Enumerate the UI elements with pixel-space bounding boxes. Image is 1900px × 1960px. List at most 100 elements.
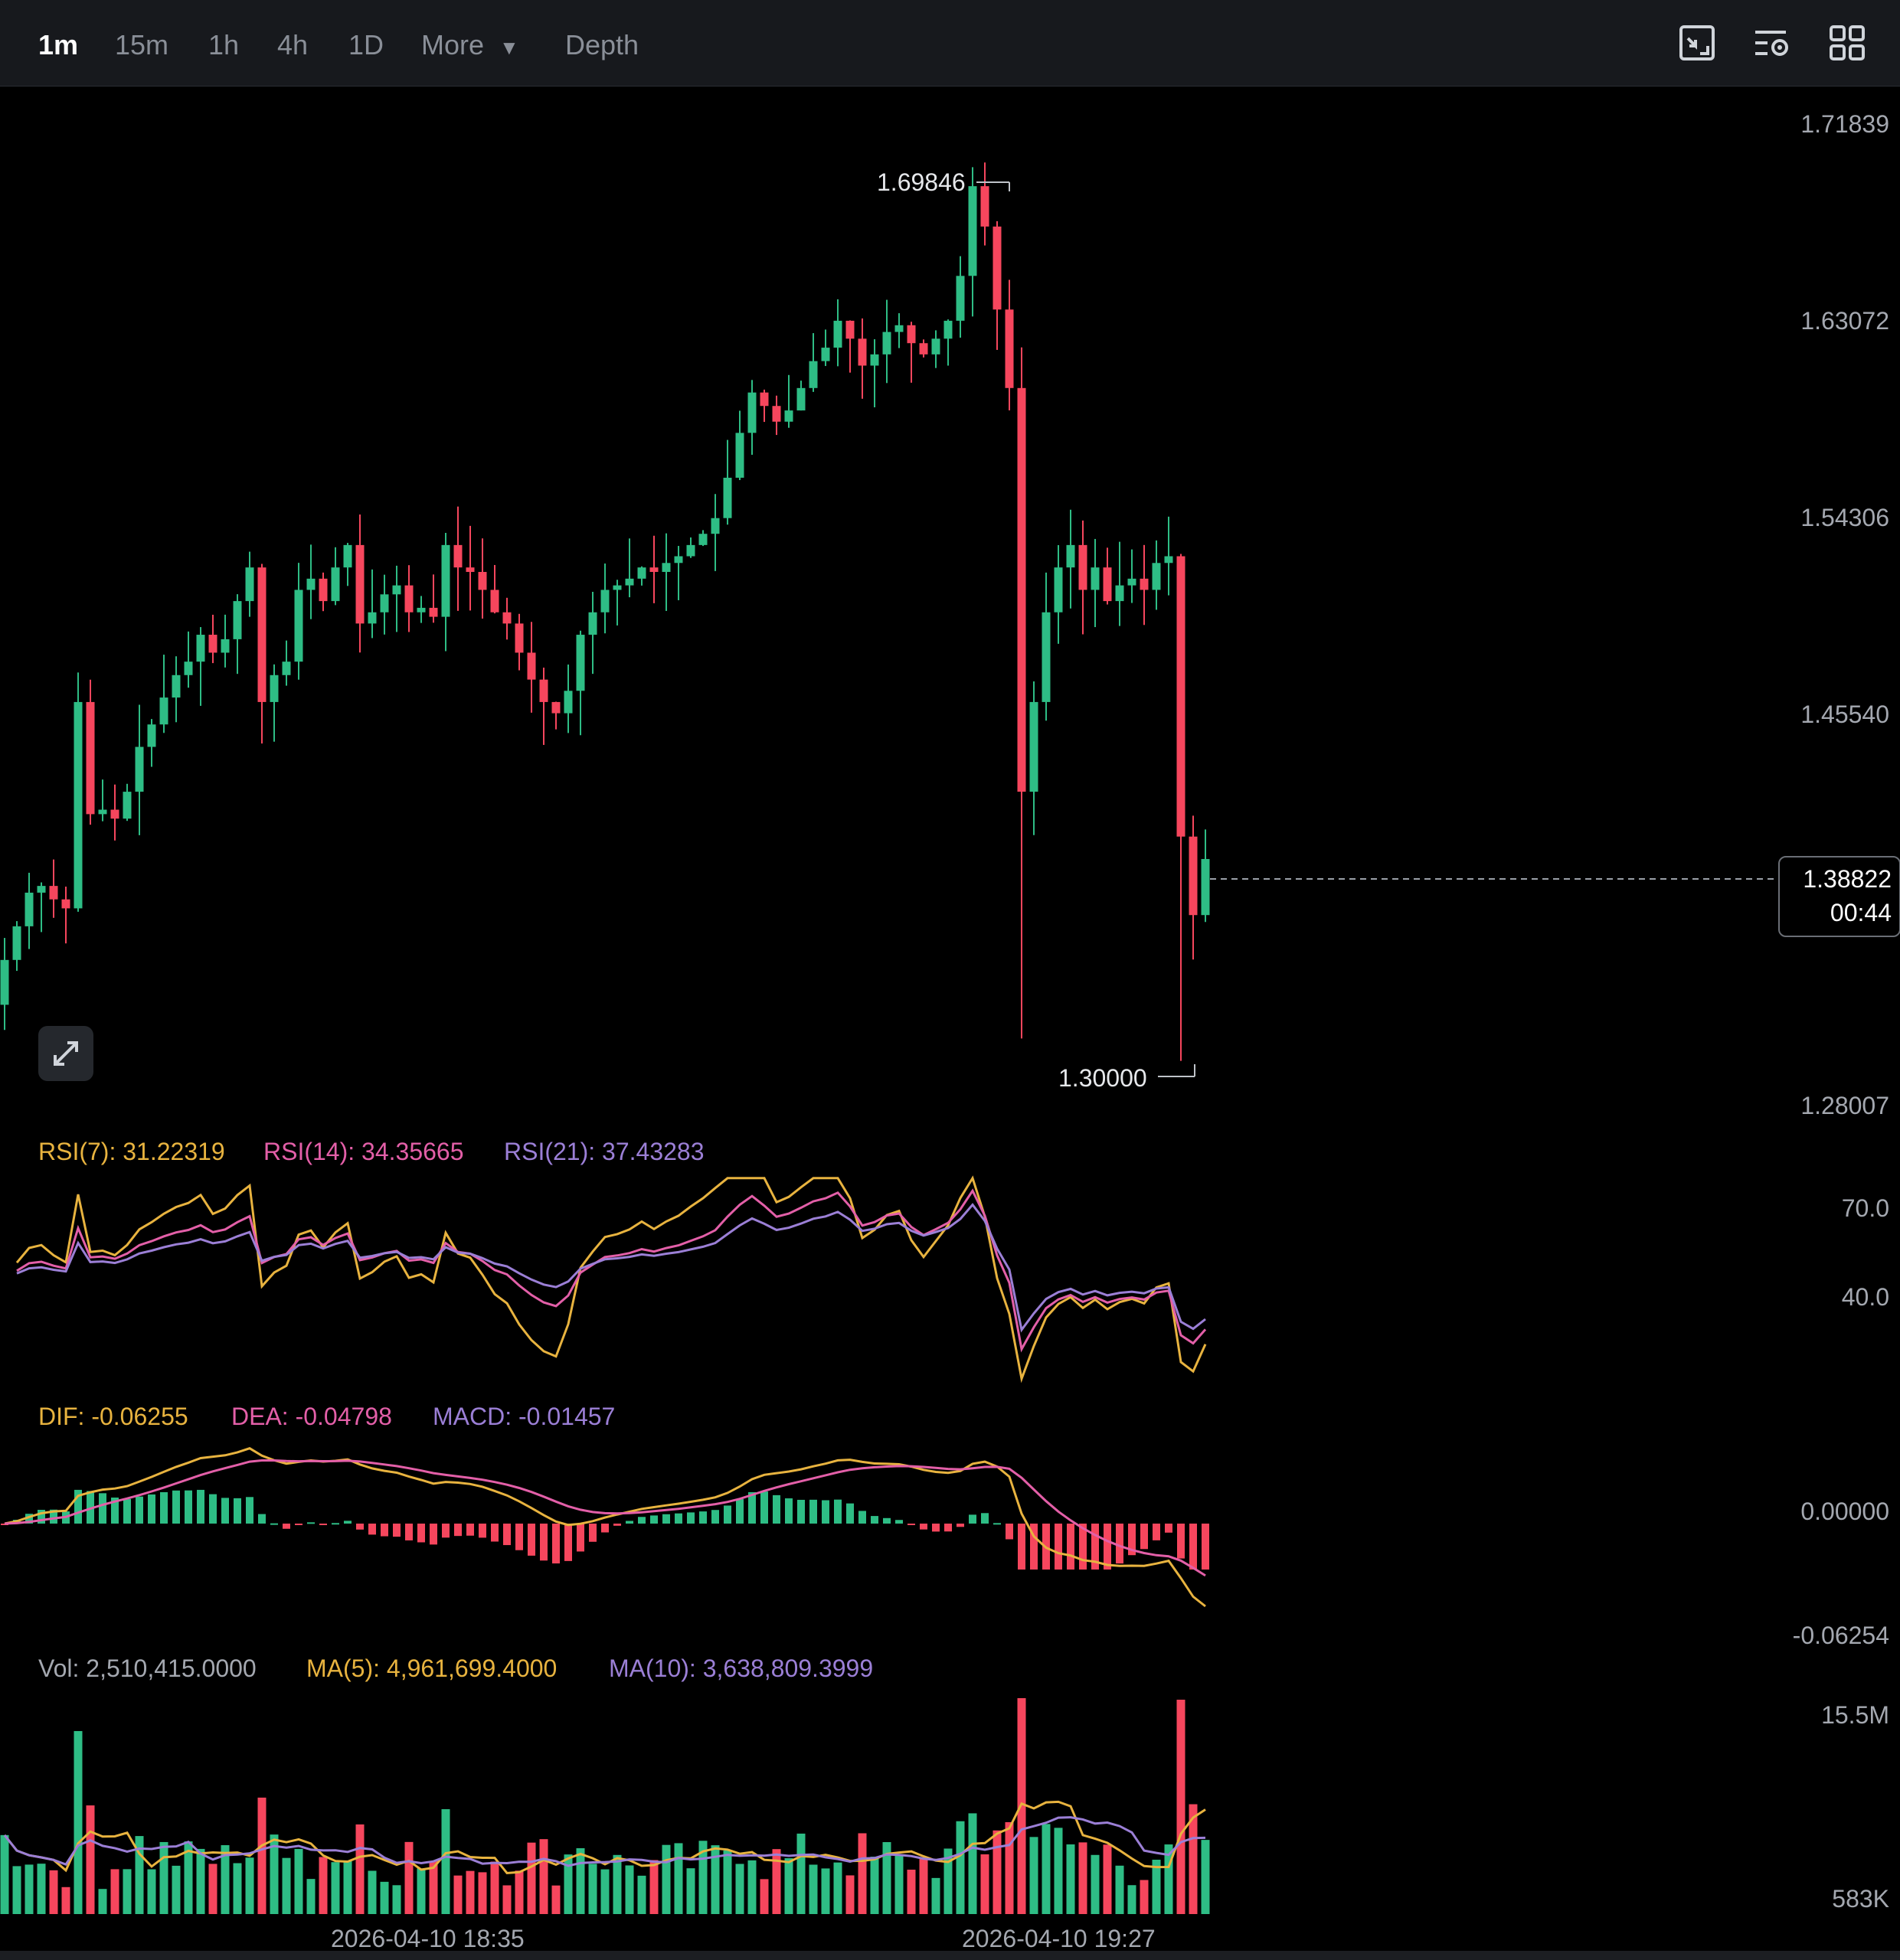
volume-bar — [441, 1808, 450, 1914]
macd-histogram-bar — [760, 1491, 768, 1524]
candle-body — [943, 320, 953, 339]
volume-bar — [392, 1885, 401, 1914]
timeframe-1d[interactable]: 1D — [348, 29, 384, 60]
volume-legend: Vol: 2,510,415.0000 — [38, 1655, 257, 1682]
volume-bar — [245, 1857, 254, 1914]
candle-body — [86, 701, 95, 815]
volume-bar — [613, 1854, 622, 1914]
timeframe-4h[interactable]: 4h — [277, 29, 309, 60]
macd-histogram-bar — [466, 1524, 474, 1536]
candle-body — [368, 612, 377, 624]
candle-body — [968, 186, 977, 276]
candle-body — [196, 635, 205, 662]
volume-axis-tick: 583K — [1832, 1885, 1889, 1913]
macd-histogram-bar — [381, 1524, 388, 1537]
candle-body — [1054, 567, 1063, 612]
macd-histogram-bar — [368, 1524, 376, 1535]
candle-body — [441, 544, 450, 617]
price-countdown: 00:44 — [1830, 899, 1892, 926]
candle-body — [343, 544, 352, 568]
expand-icon — [54, 1041, 78, 1066]
chart-screenshot-icon[interactable] — [1677, 23, 1717, 63]
timeframe-15m[interactable]: 15m — [115, 29, 169, 60]
volume-bar — [1103, 1844, 1112, 1914]
macd-histogram-bar — [785, 1498, 793, 1524]
volume-bar — [147, 1869, 156, 1914]
macd-histogram-bar — [969, 1514, 976, 1524]
candle-body — [747, 392, 757, 433]
price-candles — [0, 162, 1210, 1061]
price-axis-tick: 1.54306 — [1800, 504, 1889, 531]
macd-histogram-bar — [1165, 1524, 1172, 1533]
candle-body — [466, 567, 475, 573]
candle-body — [919, 343, 928, 354]
macd-histogram-bar — [1116, 1524, 1123, 1564]
volume-bar — [686, 1868, 695, 1914]
candle-body — [613, 585, 622, 590]
volume-bar — [796, 1833, 806, 1914]
macd-histogram-bar — [797, 1499, 805, 1524]
volume-bar — [600, 1869, 610, 1914]
macd-histogram-bar — [87, 1491, 94, 1524]
volume-bar — [404, 1841, 414, 1914]
candle-body — [539, 679, 548, 702]
candle-body — [809, 361, 818, 388]
candle-body — [478, 572, 487, 590]
dif-legend: DIF: -0.06255 — [38, 1403, 188, 1430]
macd-histogram-bar — [1104, 1524, 1111, 1570]
macd-histogram-bar — [577, 1524, 584, 1552]
macd-histogram-bar — [1018, 1524, 1025, 1570]
rsi-axis-tick: 70.0 — [1841, 1194, 1889, 1222]
macd-histogram-bar — [724, 1505, 731, 1524]
candle-body — [588, 612, 597, 635]
macd-legend: MACD: -0.01457 — [433, 1403, 616, 1430]
macd-histogram-bar — [589, 1524, 597, 1542]
macd-histogram-bar — [822, 1500, 829, 1524]
volume-ma5-legend: MA(5): 4,961,699.4000 — [306, 1655, 558, 1682]
macd-histogram-bar — [185, 1490, 192, 1524]
volume-bar — [931, 1877, 940, 1914]
more-dropdown[interactable]: More ▼ — [421, 29, 519, 61]
volume-bar — [490, 1861, 499, 1914]
volume-bar — [956, 1821, 965, 1914]
candle-body — [257, 567, 267, 702]
expand-button[interactable] — [38, 1026, 93, 1081]
depth-tab[interactable]: Depth — [565, 29, 639, 60]
macd-histogram-bar — [601, 1524, 609, 1533]
macd-histogram-bar — [993, 1523, 1001, 1525]
macd-histogram-bar — [172, 1490, 180, 1524]
macd-histogram-bar — [160, 1491, 168, 1524]
volume-ma10-line — [3, 1816, 1206, 1867]
macd-histogram-bar — [1091, 1524, 1099, 1570]
candle-body — [515, 623, 524, 653]
volume-bar — [184, 1841, 193, 1914]
volume-bar — [478, 1872, 487, 1914]
timeframe-1h[interactable]: 1h — [208, 29, 240, 60]
candle-body — [784, 410, 793, 422]
macd-histogram-bar — [957, 1524, 964, 1527]
candle-body — [184, 662, 193, 675]
volume-bar — [429, 1860, 438, 1914]
candle-body — [172, 675, 181, 698]
volume-bar — [1201, 1840, 1210, 1914]
macd-histogram-bar — [932, 1524, 940, 1532]
volume-bar — [809, 1864, 818, 1914]
candle-body — [1029, 701, 1038, 792]
macd-histogram-bar — [295, 1524, 302, 1525]
volume-bar — [821, 1868, 830, 1914]
macd-histogram-bar — [99, 1493, 106, 1524]
volume-bar — [221, 1845, 230, 1914]
macd-histogram-bar — [834, 1499, 842, 1524]
candle-body — [233, 601, 242, 639]
candle-body — [796, 387, 806, 411]
indicator-settings-icon[interactable] — [1752, 23, 1792, 63]
volume-bar — [858, 1833, 867, 1914]
macd-histogram-bar — [503, 1524, 511, 1546]
candle-body — [392, 585, 401, 595]
candle-body — [0, 959, 9, 1005]
candle-body — [600, 590, 610, 612]
timeframe-1m[interactable]: 1m — [38, 29, 79, 60]
volume-bar — [527, 1842, 536, 1914]
grid-layout-icon[interactable] — [1827, 23, 1867, 63]
